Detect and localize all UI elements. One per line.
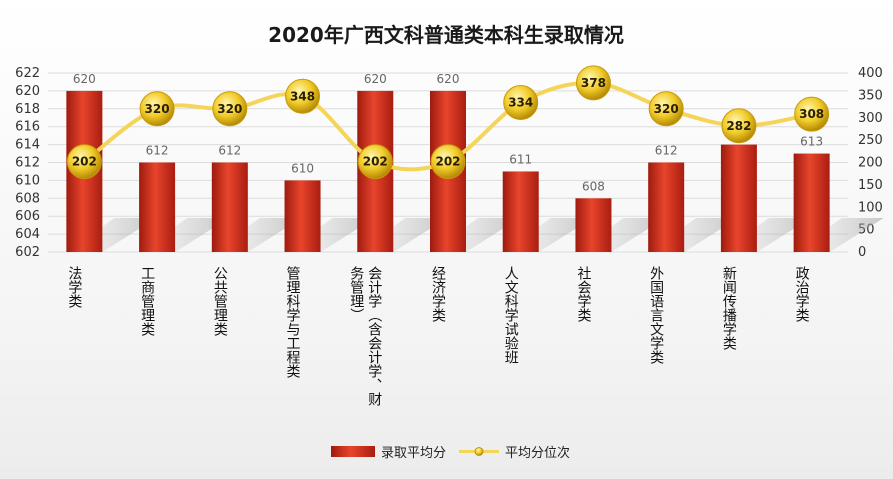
bar-value-label: 612 [218,144,241,158]
bar [502,171,539,252]
category-label: 法学类 [66,266,82,308]
rank-value-label: 202 [363,155,388,169]
bar [284,180,321,252]
category-label: 经济学类 [430,266,446,322]
left-tick-label: 608 [15,191,40,206]
right-tick-label: 150 [858,178,883,193]
right-tick-label: 200 [858,156,883,171]
category-label: 外国语言文学类 [648,266,664,364]
rank-marker [285,78,321,114]
category-label: 公共管理类 [212,266,228,336]
right-tick-label: 400 [858,66,883,81]
rank-value-label: 334 [508,96,533,110]
rank-value-label: 378 [581,76,606,90]
legend-label-bar: 录取平均分 [381,446,446,461]
left-tick-label: 610 [15,173,40,188]
rank-markers: 202 320 320 348 202 202 334 378 320 282 308 [66,65,830,180]
bar [720,144,757,252]
category-label: 务管理） [348,266,364,322]
rank-marker [139,91,175,127]
left-tick-label: 606 [15,209,40,224]
bar-value-label: 620 [437,72,460,86]
bar-value-label: 612 [655,144,678,158]
left-tick-label: 616 [15,120,40,135]
bar-value-label: 620 [364,72,387,86]
right-tick-label: 0 [858,245,866,260]
rank-value-label: 202 [435,155,460,169]
rank-marker [648,91,684,127]
legend-swatch-bar [331,446,375,457]
bar [793,153,830,252]
left-tick-label: 614 [15,138,40,153]
rank-value-label: 320 [217,102,242,116]
rank-value-label: 348 [290,89,315,103]
category-label: 人文科学试验班 [503,266,519,364]
legend-label-line: 平均分位次 [505,445,570,461]
category-label: 管理科学与工程类 [285,266,301,378]
left-axis-ticks: 602 604 606 608 610 612 614 616 618 620 622 [15,66,40,260]
bar [648,162,685,252]
rank-marker [794,96,830,132]
rank-marker [66,144,102,180]
bar-value-label: 611 [509,152,532,166]
rank-marker [575,65,611,101]
rank-marker [357,144,393,180]
bars [66,90,830,253]
bar-value-label: 608 [582,179,605,193]
bar-value-label: 613 [800,135,823,149]
category-label: 新闻传播学类 [721,266,737,350]
left-tick-label: 602 [15,245,40,260]
right-tick-label: 250 [858,133,883,148]
rank-value-label: 320 [145,102,170,116]
category-label: 政治学类 [794,266,810,322]
rank-value-label: 202 [72,155,97,169]
left-tick-label: 618 [15,102,40,117]
rank-marker [721,108,757,144]
legend-swatch-marker [474,447,484,456]
category-label: 会计学（含会计学、财 [366,266,382,407]
category-label: 工商管理类 [139,266,155,336]
bar [575,198,612,252]
rank-value-label: 320 [654,102,679,116]
rank-marker [430,144,466,180]
rank-marker [212,91,248,127]
bar-shadows [66,218,884,252]
bar [139,162,176,252]
bar-value-label: 620 [73,72,96,86]
chart-title: 2020年广西文科普通类本科生录取情况 [268,23,624,47]
left-tick-label: 620 [15,84,40,99]
rank-marker [503,85,539,121]
right-tick-label: 100 [858,200,883,215]
bar [211,162,248,252]
legend: 录取平均分 平均分位次 [331,445,570,461]
left-tick-label: 622 [15,66,40,81]
right-tick-label: 350 [858,88,883,103]
bar-value-label: 610 [291,161,314,175]
bar-value-label: 612 [146,144,169,158]
rank-value-label: 308 [799,107,824,121]
rank-value-label: 282 [726,119,751,133]
left-tick-label: 612 [15,156,40,171]
right-tick-label: 300 [858,111,883,126]
category-label: 社会学类 [575,266,591,322]
left-tick-label: 604 [15,227,40,242]
